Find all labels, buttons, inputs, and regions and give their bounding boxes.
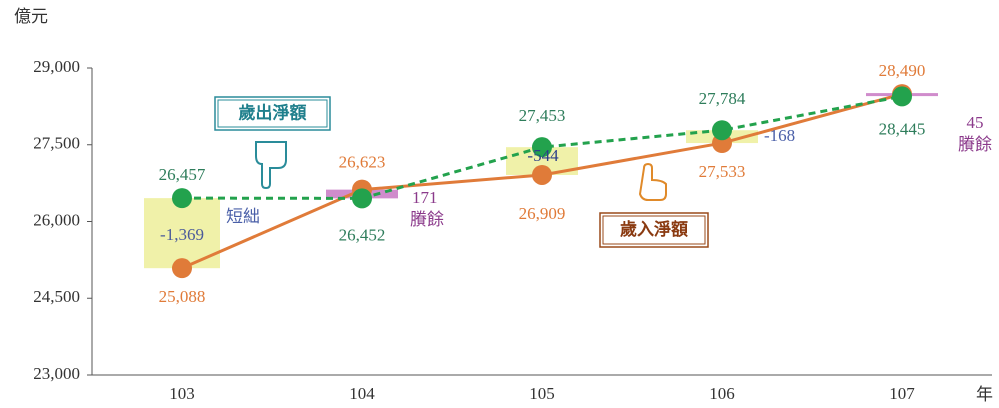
x-axis-label: 年 [976,385,993,404]
data-point [172,188,192,209]
difference-label: 賸餘 [410,210,444,229]
value-label: 27,784 [699,89,746,108]
data-point [712,120,732,141]
value-label: 28,445 [879,119,926,138]
value-label: 26,457 [159,165,206,184]
x-tick-label: 103 [169,384,195,403]
hand-icon [255,141,287,190]
x-tick-label: 107 [889,384,915,403]
value-label: 26,452 [339,225,386,244]
legend-box-outer [214,96,331,131]
value-label: 26,909 [519,204,566,223]
data-point [532,137,552,158]
value-label: 27,453 [519,106,566,125]
difference-label: 賸餘 [958,135,992,154]
y-axis-label: 億元 [14,7,48,26]
y-tick-label: 24,500 [33,287,80,306]
difference-value: -1,369 [160,225,204,244]
difference-value: -544 [527,146,559,165]
value-label: 25,088 [159,287,206,306]
legend-box-inner [217,99,328,128]
data-point [892,86,912,107]
value-label: 28,490 [879,61,926,80]
legend-box-outer [599,212,709,248]
value-label: 27,533 [699,162,746,181]
data-point [352,188,372,209]
value-label: 26,623 [339,153,386,172]
difference-label: 短絀 [226,207,260,226]
difference-value: 171 [412,188,438,207]
y-tick-label: 29,000 [33,57,80,76]
legend-label: 歲出淨額 [239,102,307,122]
data-point [532,164,552,185]
difference-value: -168 [764,126,795,145]
y-tick-label: 26,000 [33,210,80,229]
difference-value: 45 [967,113,984,132]
data-point [172,258,192,279]
y-tick-label: 27,500 [33,134,80,153]
y-tick-label: 23,000 [33,364,80,383]
x-tick-label: 106 [709,384,735,403]
x-tick-label: 104 [349,384,375,403]
legend-box-inner [602,215,706,245]
hand-icon [638,162,667,201]
legend-label: 歲入淨額 [620,219,688,239]
series-line [181,94,903,200]
x-tick-label: 105 [529,384,555,403]
